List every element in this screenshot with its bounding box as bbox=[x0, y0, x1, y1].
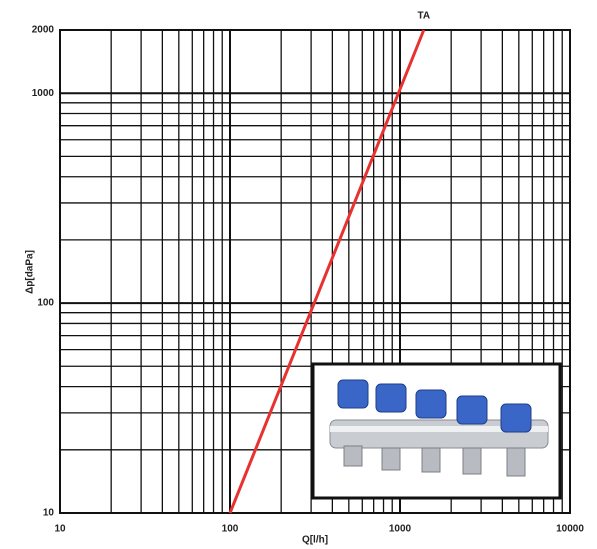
series-line bbox=[228, 29, 426, 514]
product-photo bbox=[311, 362, 562, 500]
x-tick-label: 10 bbox=[54, 524, 66, 535]
marks bbox=[228, 29, 426, 514]
y-tick-label: 2000 bbox=[32, 25, 55, 36]
y-tick-label: 100 bbox=[37, 298, 54, 309]
x-tick-label: 100 bbox=[222, 524, 239, 535]
x-tick-label: 10000 bbox=[556, 524, 584, 535]
y-axis-label: Δp[daPa] bbox=[25, 250, 36, 294]
series-label: TA bbox=[417, 11, 430, 22]
y-tick-label: 1000 bbox=[32, 88, 55, 99]
y-tick-label: 10 bbox=[43, 508, 55, 519]
x-axis-label: Q[l/h] bbox=[302, 535, 328, 546]
x-tick-label: 1000 bbox=[389, 524, 412, 535]
plot-frame bbox=[59, 29, 571, 514]
